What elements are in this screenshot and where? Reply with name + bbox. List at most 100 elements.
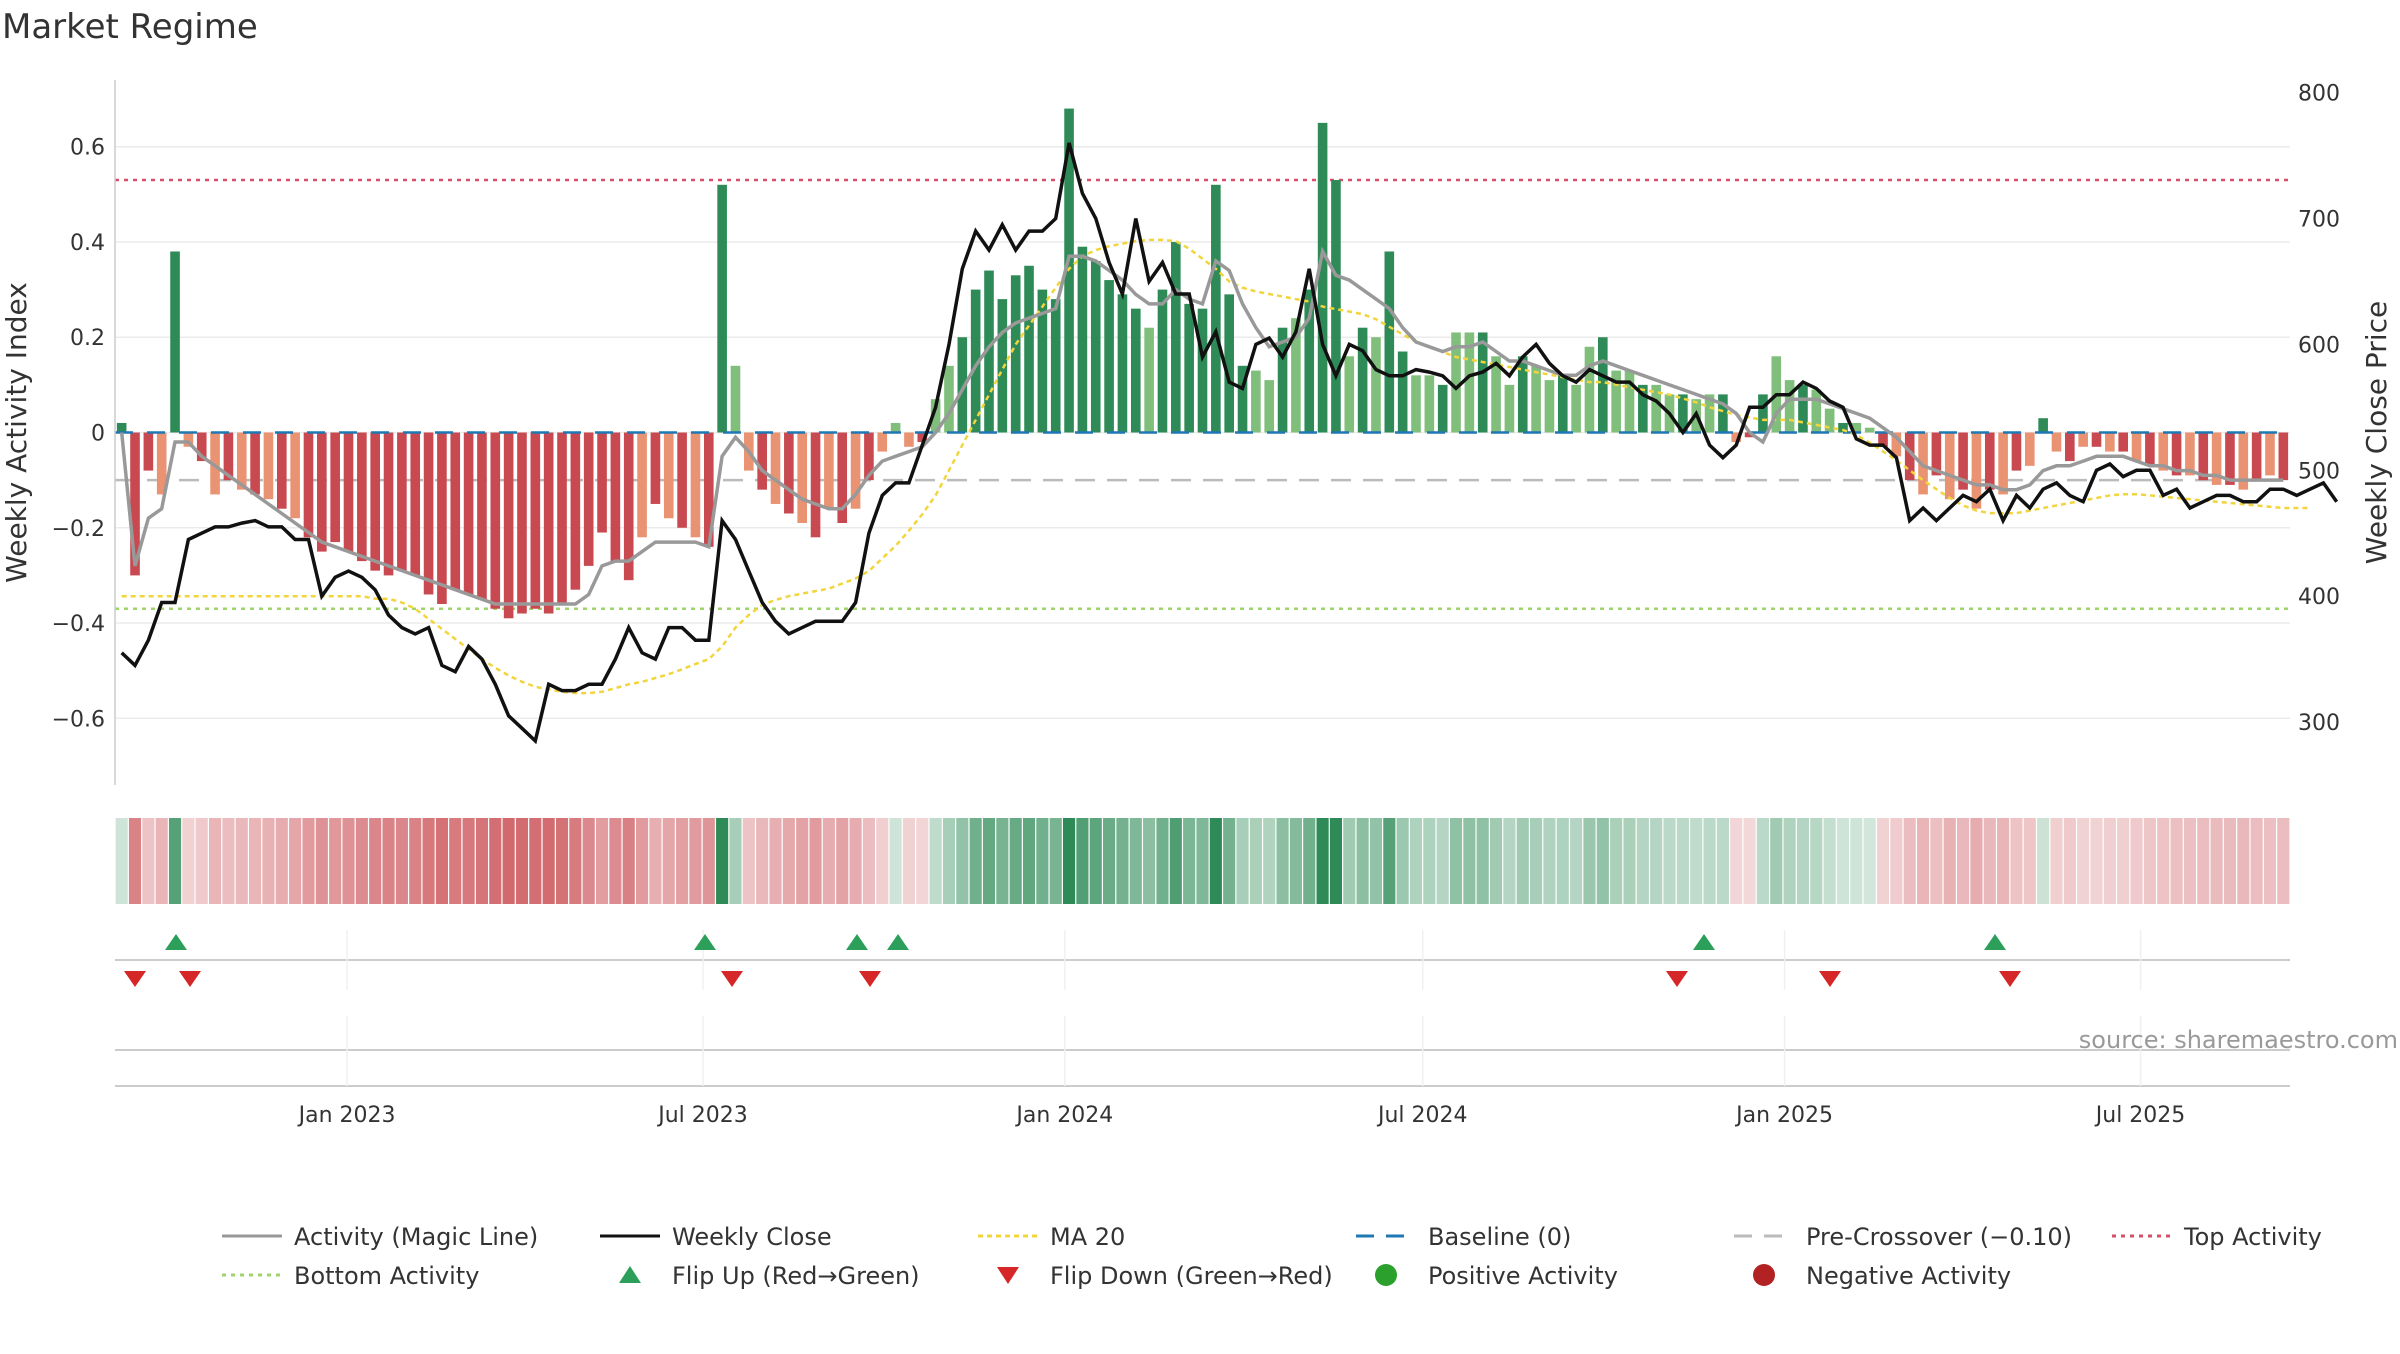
activity-bar [517,432,527,614]
activity-bar [1731,432,1742,443]
activity-bar [1010,275,1021,433]
regime-strip-cell [756,818,769,904]
regime-strip-cell [475,818,489,904]
regime-strip-cell [1089,818,1102,904]
activity-bar [1411,375,1421,433]
legend-label: Pre-Crossover (−0.10) [1806,1223,2072,1251]
regime-strip-cell [782,818,795,904]
regime-strip-cell [422,818,435,904]
weekly-close-line [120,142,2339,745]
activity-bar [397,432,407,571]
legend-label: Negative Activity [1806,1262,2011,1290]
activity-bars [116,108,2289,619]
regime-strip-cell [996,818,1009,904]
regime-strip-cell [115,818,128,904]
regime-strip-cell [2130,818,2143,904]
activity-bar [650,432,661,504]
activity-bar [530,432,541,609]
regime-strip-cell [235,818,248,904]
activity-bar [1291,318,1301,433]
regime-strip-cell [1530,818,1543,904]
activity-bar [1277,327,1288,433]
regime-strip-cell [2250,818,2263,904]
regime-strip-cell [262,818,275,904]
activity-bar [2091,432,2102,447]
y-left-axis-label: Weekly Activity Index [0,282,33,583]
regime-strip-cell [369,818,382,904]
regime-strip-cell [822,818,835,904]
activity-bar [290,432,300,519]
flip-down-marker [1819,971,1841,987]
activity-bar [970,289,981,433]
y-right-tick-label: 400 [2298,585,2340,610]
x-tick-label: Jan 2025 [1734,1103,1833,1128]
regime-strip-cell [2237,818,2250,904]
regime-strip-cell [582,818,595,904]
flip-down-marker [1666,971,1688,987]
regime-strip-cell [849,818,862,904]
regime-strip-cell [716,818,729,904]
regime-strip-cell [1570,818,1583,904]
activity-bar [610,432,621,562]
bottom-panel [115,1016,2290,1087]
legend-label: Activity (Magic Line) [294,1223,538,1251]
activity-bar [1744,432,1755,438]
regime-strip-cell [462,818,475,904]
regime-strip-cell [2210,818,2223,904]
activity-bar [1050,299,1061,433]
y-left-tick-label: 0.6 [70,136,105,161]
regime-strip-cell [1916,818,1930,904]
activity-bar [143,432,154,471]
regime-strip-cell [1263,818,1276,904]
regime-strip-cell [1810,818,1823,904]
regime-strip-cell [182,818,195,904]
y-right-tick-label: 500 [2298,459,2340,484]
activity-bar [1718,394,1728,433]
regime-strip-cell [1970,818,1983,904]
regime-strip-cell [502,818,515,904]
regime-strip-cell [595,818,609,904]
activity-bar [770,432,781,504]
activity-bar [477,432,487,600]
regime-strip-cell [1329,818,1343,904]
y-right-tick-label: 300 [2298,711,2340,736]
regime-strip-cell [2077,818,2090,904]
activity-bar [1264,380,1275,433]
flip-up-marker [887,934,909,950]
y-left-tick-label: −0.4 [52,612,105,637]
activity-bar [437,432,447,604]
legend-swatch [997,1267,1019,1284]
activity-bar [864,432,874,481]
regime-strip-cell [1663,818,1676,904]
activity-bar [1851,422,1862,433]
legend-swatch [1753,1264,1775,1286]
activity-bar [343,432,354,552]
regime-strip-cell [1583,818,1596,904]
activity-bar [2251,432,2262,481]
activity-bar [1224,294,1234,433]
regime-strip-cell [1129,818,1142,904]
regime-strip-cell [1289,818,1302,904]
regime-strip-cell [1796,818,1810,904]
activity-bar [1184,303,1194,433]
activity-bar [2024,432,2035,466]
regime-strip-cell [1396,818,1409,904]
regime-strip-cell [1276,818,1289,904]
activity-bar [637,432,647,538]
activity-bar [930,399,941,433]
regime-strip-cell [1489,818,1503,904]
regime-strip-cell [1716,818,1729,904]
regime-strip-cell [1156,818,1169,904]
regime-strip-cell [889,818,902,904]
activity-bar [410,432,421,576]
regime-strip-cell [956,818,969,904]
activity-bar [717,184,727,433]
regime-strip-cell [529,818,542,904]
activity-bar [1171,241,1181,433]
regime-strip-cell [1383,818,1396,904]
activity-bar [183,432,194,447]
regime-strip-cell [555,818,569,904]
regime-strip-cell [302,818,315,904]
flip-down-marker [721,971,743,987]
regime-strip-cell [1249,818,1262,904]
